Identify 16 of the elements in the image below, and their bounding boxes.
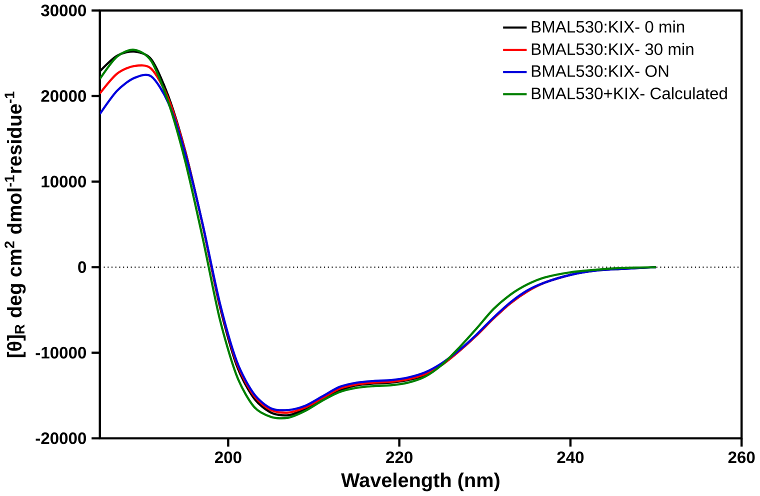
x-tick-label: 260 xyxy=(728,452,755,464)
legend-label: BMAL530:KIX- ON xyxy=(532,65,668,78)
y-tick-label: 20000 xyxy=(41,90,86,102)
y-axis-title: [θ]$_{R}$ deg cm$^{2}$ dmol$^{-1}$residue$^{-1}$ xyxy=(4,92,26,358)
y-tick-label: 30000 xyxy=(41,4,86,16)
y-tick-label: -10000 xyxy=(36,346,86,359)
y-tick-label: 10000 xyxy=(42,176,86,188)
x-tick-label: 220 xyxy=(386,452,412,464)
x-tick-label: 200 xyxy=(214,452,242,464)
y-tick-label: 0 xyxy=(78,261,86,274)
legend-label: BMAL530:KIX- 30 min xyxy=(532,42,694,56)
legend-label: BMAL530:KIX- 0 min xyxy=(532,20,684,33)
y-tick-label: -20000 xyxy=(36,432,86,444)
x-axis-title: Wavelength (nm) xyxy=(341,472,500,492)
x-tick-label: 240 xyxy=(557,452,584,464)
legend-label: BMAL530+KIX- Calculated xyxy=(532,87,727,100)
